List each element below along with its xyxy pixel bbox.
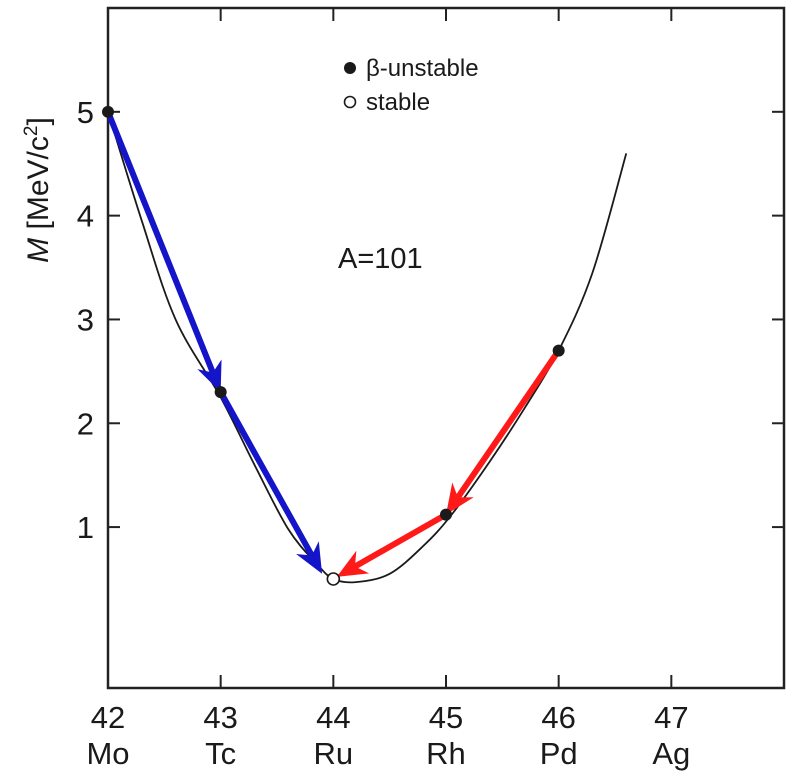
x-element-label-Rh: Rh (426, 736, 466, 771)
y-axis-label-exponent: 2 (21, 126, 42, 137)
x-element-label-Mo: Mo (86, 736, 129, 771)
decay-arrow-head-3 (446, 482, 474, 515)
y-tick-label-3: 3 (77, 302, 94, 337)
x-tick-label-45: 45 (429, 700, 463, 735)
x-element-label-Tc: Tc (205, 736, 236, 771)
x-element-label-Ag: Ag (652, 736, 690, 771)
decay-arrow-shaft-3 (454, 347, 562, 501)
decay-arrow-head-2 (296, 541, 323, 574)
point-Pd (552, 344, 565, 357)
x-tick-label-47: 47 (654, 700, 688, 735)
x-tick-label-44: 44 (316, 700, 350, 735)
y-tick-label-1: 1 (77, 510, 94, 545)
x-tick-label-42: 42 (91, 700, 125, 735)
mass-number-annotation: A=101 (338, 243, 423, 275)
y-tick-label-2: 2 (77, 406, 94, 441)
legend-label-stable: stable (366, 89, 430, 116)
plot-frame (106, 6, 786, 690)
axis-ticks (107, 8, 784, 688)
y-axis-label: M [MeV/c2] (21, 117, 55, 263)
y-axis-label-bracket: ] (22, 117, 55, 125)
decay-arrow-shaft-1 (105, 108, 216, 376)
x-element-label-Ru: Ru (314, 736, 354, 771)
decay-arrow-shaft-2 (217, 389, 315, 559)
legend: β-unstable stable (343, 55, 479, 116)
decay-arrows (105, 108, 562, 577)
y-axis-label-unit: [MeV/c (22, 136, 55, 238)
y-axis-label-symbol: M (22, 238, 55, 263)
decay-arrow-head-1 (197, 359, 222, 393)
decay-arrow-head-4 (336, 550, 370, 577)
legend-label-unstable: β-unstable (366, 55, 479, 82)
y-tick-label-4: 4 (77, 199, 94, 234)
mass-parabola-curve (107, 111, 628, 584)
point-Ru (326, 572, 341, 586)
isobar-points (102, 105, 565, 586)
decay-arrow-shaft-4 (351, 511, 449, 570)
point-Tc (214, 386, 227, 399)
x-element-label-Pd: Pd (540, 736, 578, 771)
y-tick-labels: 1 2 3 4 5 (77, 95, 94, 545)
point-Rh (440, 508, 452, 521)
legend-marker-stable (343, 95, 357, 109)
point-Mo (102, 105, 114, 118)
legend-marker-unstable (344, 62, 356, 74)
x-tick-label-46: 46 (541, 700, 575, 735)
y-tick-label-5: 5 (77, 95, 94, 130)
x-tick-label-43: 43 (203, 700, 237, 735)
